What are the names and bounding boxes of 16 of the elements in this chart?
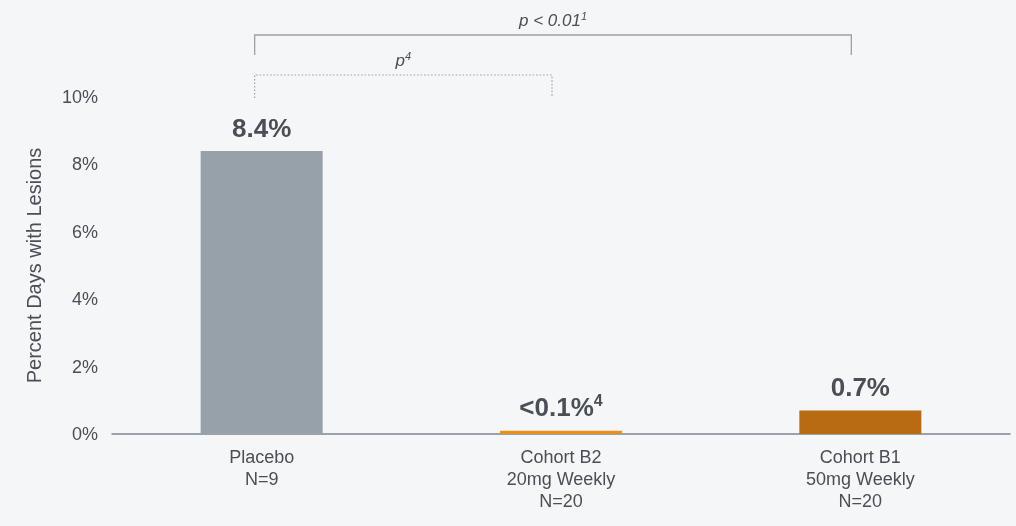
text: p$^{4}$ xyxy=(394,50,412,70)
y-tick-label: 6% xyxy=(71,221,98,242)
x-tick-label: Cohort B1 50mg Weekly N=20 xyxy=(805,447,915,511)
y-axis-title: Percent Days with Lesions xyxy=(23,147,45,384)
y-tick-label: 8% xyxy=(71,154,98,175)
bar xyxy=(799,410,922,434)
data-label: 8.4% xyxy=(232,112,292,143)
data-label: 0.7% xyxy=(830,372,890,403)
y-tick-label: 4% xyxy=(71,289,98,310)
y-tick-label: 2% xyxy=(71,356,98,377)
y-tick-label: 10% xyxy=(61,87,98,107)
y-tick-label: 0% xyxy=(71,424,98,444)
x-tick-label: Placebo N=9 xyxy=(229,447,295,489)
x-tick-label: Cohort B2 20mg Weekly N=20 xyxy=(506,447,616,511)
text: p < 0.01$^{1}$ xyxy=(517,10,588,30)
bar xyxy=(200,150,323,434)
